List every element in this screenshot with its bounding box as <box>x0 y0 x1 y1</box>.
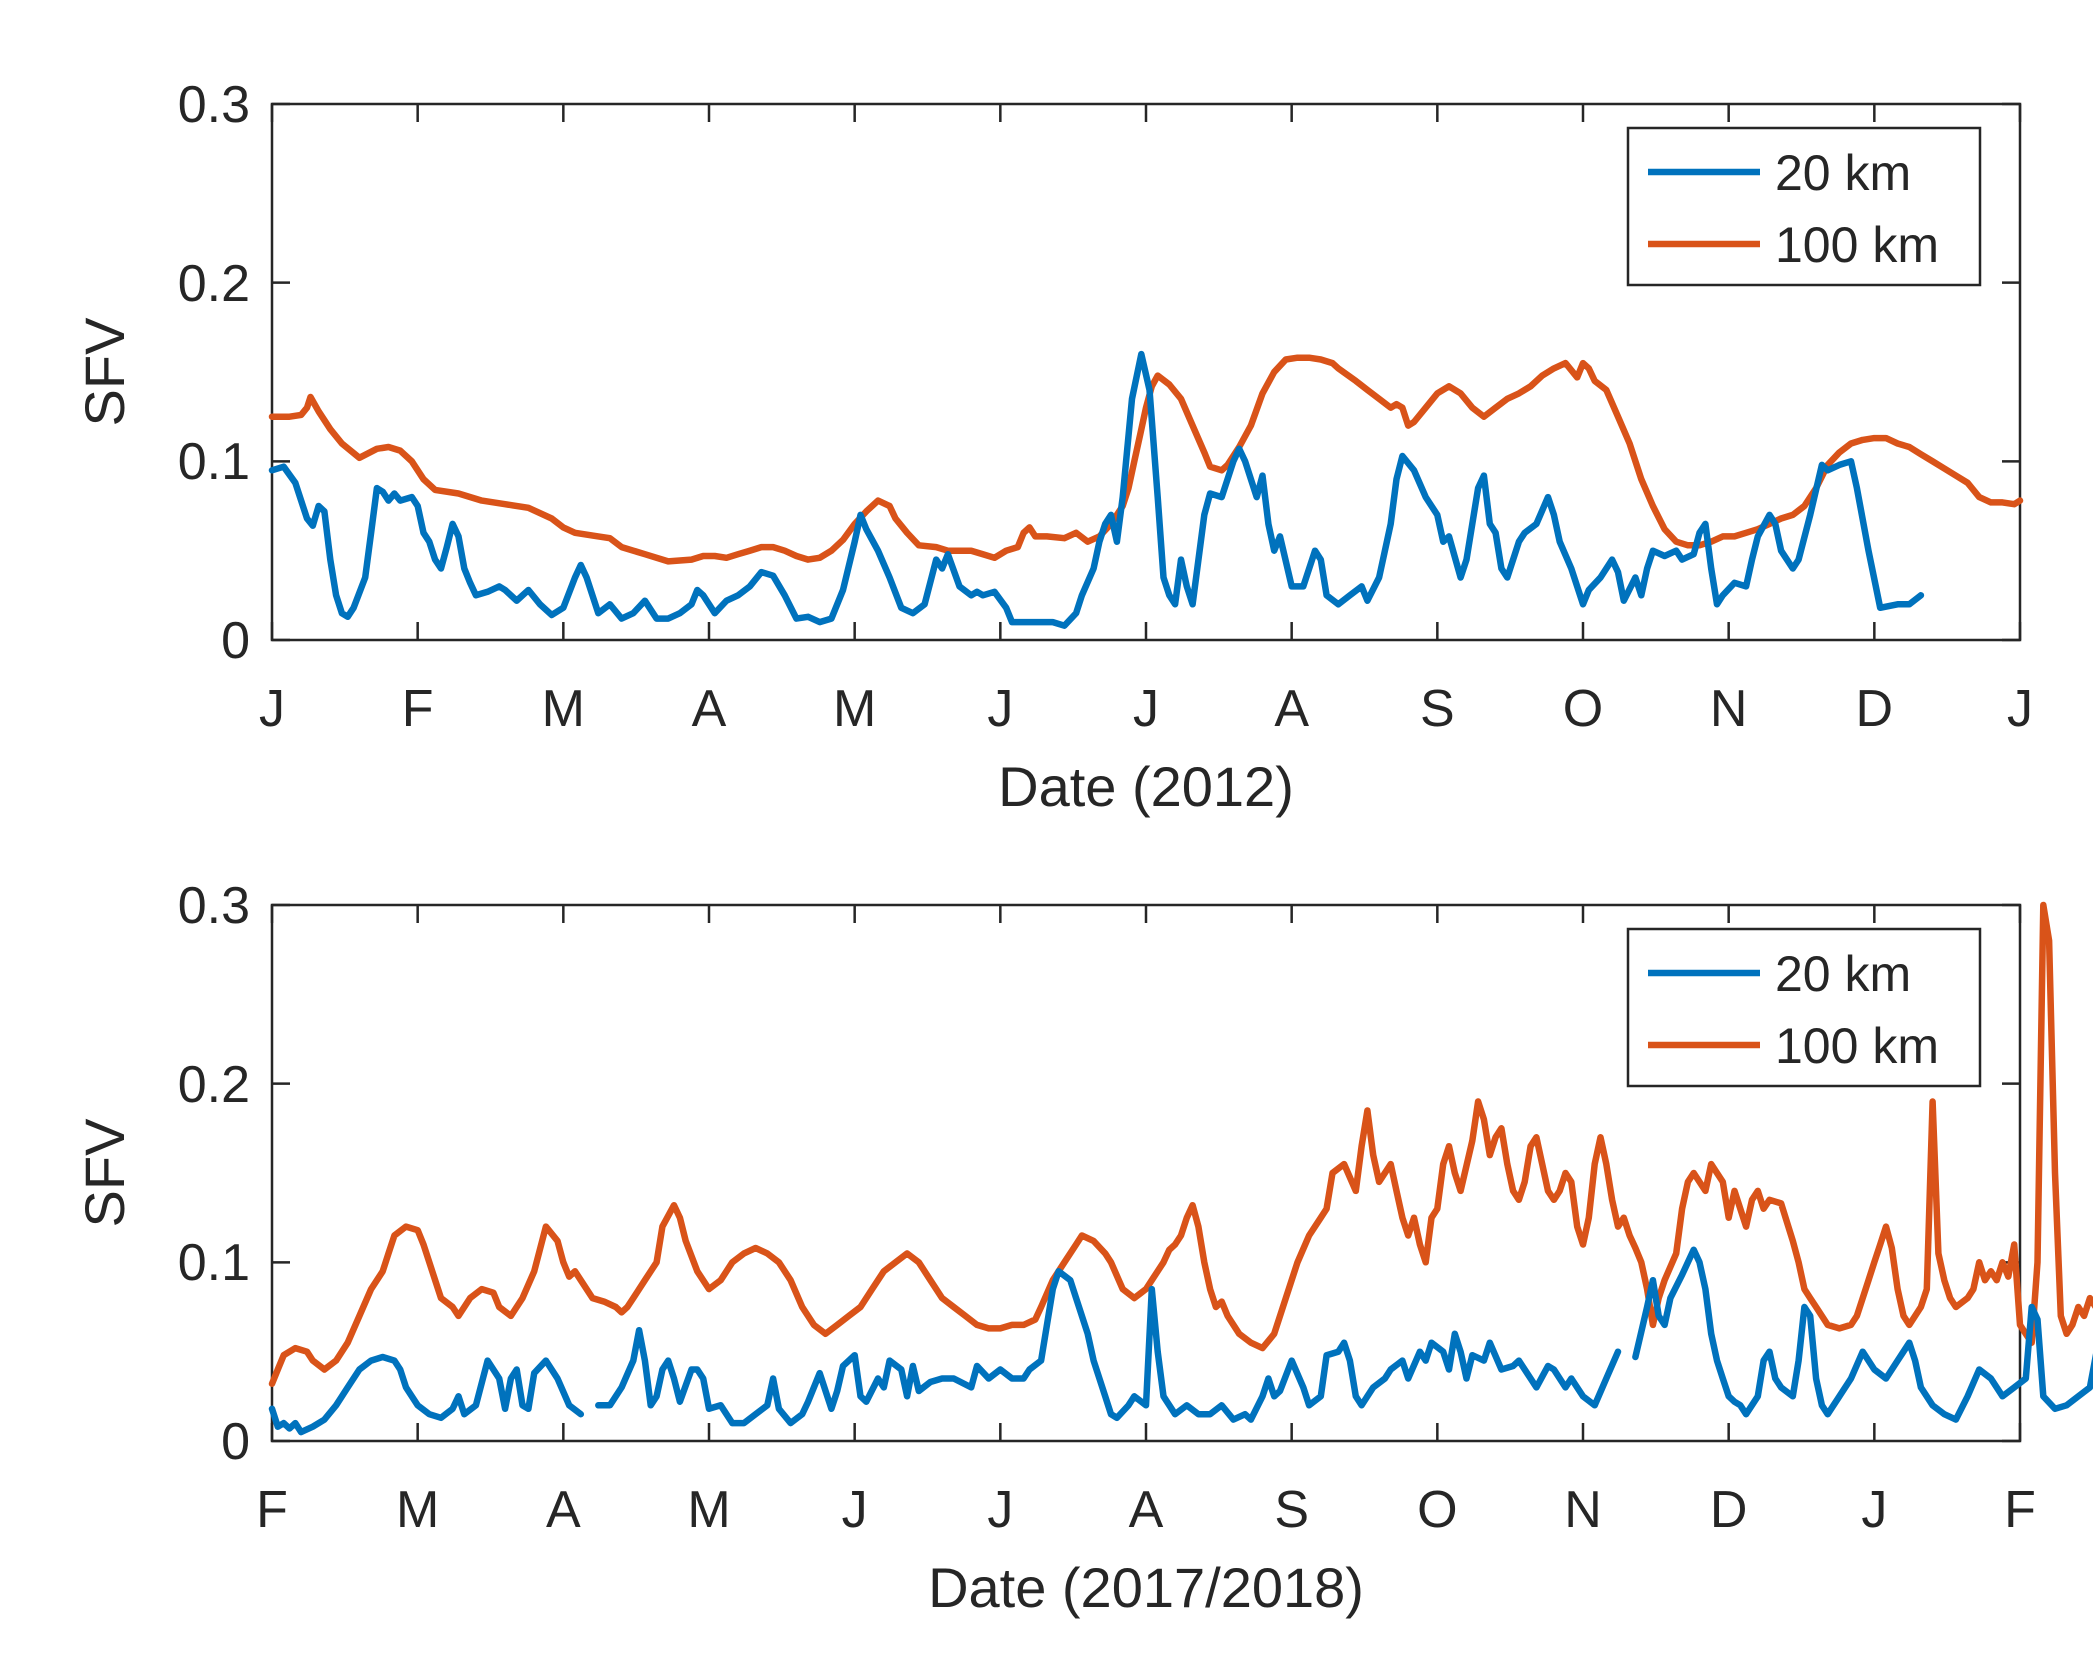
y-tick-labels-2017-2018: 0 0.1 0.2 0.3 <box>178 877 250 1471</box>
y-axis-title: SFV <box>73 1118 136 1228</box>
legend: 20 km 100 km <box>1626 927 1982 1088</box>
x-tick-label: A <box>1274 680 1309 738</box>
x-axis-title: Date (2012) <box>998 755 1294 818</box>
x-tick-label: F <box>402 680 434 738</box>
x-tick-label: F <box>256 1481 288 1539</box>
legend: 20 km 100 km <box>1626 126 1982 287</box>
x-tick-label: S <box>1274 1481 1309 1539</box>
chart-panel-2012: 0 0.1 0.2 0.3 J F M A M J J A S O N D J … <box>73 76 2033 818</box>
series-lines-2017-2018 <box>268 901 2093 1436</box>
x-tick-label: M <box>396 1481 439 1539</box>
y-axis-title: SFV <box>73 317 136 427</box>
legend-label-100km: 100 km <box>1775 217 1939 273</box>
x-tick-label: N <box>1564 1481 1602 1539</box>
x-axis-title: Date (2017/2018) <box>928 1556 1364 1619</box>
series-line-20km <box>268 1353 585 1436</box>
x-tick-label: J <box>1861 1481 1887 1539</box>
x-tick-label: N <box>1710 680 1748 738</box>
legend-label-20km: 20 km <box>1775 946 1911 1002</box>
x-tick-label: M <box>542 680 585 738</box>
y-tick-label: 0.1 <box>178 1234 250 1292</box>
tick-marks-2012 <box>270 102 2022 642</box>
x-tick-label: J <box>2007 680 2033 738</box>
series-line-20km <box>1632 1246 2093 1423</box>
series-line-20km <box>595 1268 1622 1427</box>
x-tick-label: D <box>1856 680 1894 738</box>
y-tick-label: 0.2 <box>178 255 250 313</box>
x-tick-labels-2012: J F M A M J J A S O N D J <box>259 680 2033 738</box>
series-line-100km <box>268 354 2024 565</box>
chart-panel-2017-2018: 0 0.1 0.2 0.3 F M A M J J A S O N D J F … <box>73 877 2093 1619</box>
x-tick-label: S <box>1420 680 1455 738</box>
x-tick-label: J <box>259 680 285 738</box>
y-tick-label: 0.2 <box>178 1056 250 1114</box>
y-tick-label: 0 <box>221 612 250 670</box>
series-line-20km <box>268 350 1925 629</box>
x-tick-label: J <box>987 680 1013 738</box>
x-tick-label: M <box>833 680 876 738</box>
legend-label-100km: 100 km <box>1775 1018 1939 1074</box>
x-tick-label: M <box>687 1481 730 1539</box>
y-tick-labels-2012: 0 0.1 0.2 0.3 <box>178 76 250 670</box>
x-tick-label: A <box>546 1481 581 1539</box>
x-tick-label: A <box>692 680 727 738</box>
x-tick-label: A <box>1129 1481 1164 1539</box>
x-tick-label: O <box>1417 1481 1457 1539</box>
legend-label-20km: 20 km <box>1775 145 1911 201</box>
y-tick-label: 0.1 <box>178 433 250 491</box>
y-tick-label: 0.3 <box>178 76 250 134</box>
x-tick-label: J <box>842 1481 868 1539</box>
y-tick-label: 0.3 <box>178 877 250 935</box>
x-tick-label: F <box>2004 1481 2036 1539</box>
y-tick-label: 0 <box>221 1413 250 1471</box>
x-tick-label: D <box>1710 1481 1748 1539</box>
x-tick-label: J <box>987 1481 1013 1539</box>
series-lines-2012 <box>268 350 2024 629</box>
x-tick-labels-2017-2018: F M A M J J A S O N D J F <box>256 1481 2036 1539</box>
x-tick-label: J <box>1133 680 1159 738</box>
x-tick-label: O <box>1563 680 1603 738</box>
series-line-100km <box>268 901 2093 1388</box>
